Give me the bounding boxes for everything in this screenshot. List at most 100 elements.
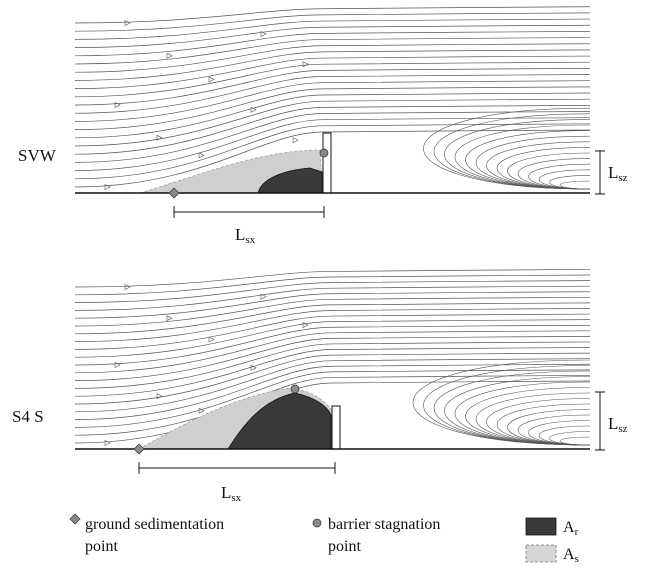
- streamline: [74, 347, 591, 397]
- flow-arrow: [166, 315, 173, 322]
- streamline: [74, 61, 591, 98]
- streamline: [74, 363, 591, 420]
- sediment-area-swatch: [525, 544, 557, 563]
- flow-arrow: [166, 52, 173, 59]
- flow-arrow: [250, 364, 257, 371]
- flow-arrow: [104, 184, 111, 190]
- streamline: [74, 324, 591, 366]
- legend-as-sub: s: [575, 553, 579, 565]
- streamline: [74, 18, 591, 40]
- recirculation-area-swatch: [525, 517, 557, 536]
- legend-barrier-line2: point: [328, 538, 361, 555]
- streamline: [74, 358, 591, 413]
- streamline: [74, 269, 591, 288]
- svg-text:Lsz: Lsz: [608, 414, 628, 435]
- flow-arrow: [156, 393, 163, 400]
- flow-arrow: [114, 362, 121, 368]
- lsz-label-1: L: [608, 163, 618, 182]
- flow-arrow: [208, 76, 215, 83]
- flow-arrow: [124, 20, 131, 26]
- legend-ar-sub: r: [575, 526, 579, 538]
- streamline: [74, 6, 591, 24]
- legend-ground-line1: ground sedimentation: [85, 516, 224, 533]
- ground-sedimentation-marker-icon: [69, 513, 81, 525]
- panel-label-svw: SVW: [18, 146, 57, 165]
- wake-streamline: [444, 119, 591, 190]
- streamline: [74, 291, 591, 319]
- lsx-sub-1: sx: [245, 234, 255, 246]
- lsx-dimension-1: Lsx: [173, 206, 325, 246]
- streamline: [74, 24, 591, 48]
- barrier: [331, 405, 341, 450]
- flow-arrow: [260, 293, 267, 300]
- streamline: [74, 31, 591, 57]
- wake-streamline: [433, 370, 591, 446]
- flow-arrow: [156, 134, 163, 141]
- legend-barrier-line1: barrier stagnation: [328, 516, 440, 533]
- streamline: [74, 98, 591, 147]
- wake-streamline: [496, 147, 591, 190]
- streamline: [74, 55, 591, 89]
- legend-as-label: A: [563, 546, 575, 563]
- streamline: [74, 43, 591, 73]
- streamline: [74, 308, 591, 342]
- panel-svw: [74, 6, 591, 199]
- legend-ar-label: A: [563, 519, 575, 536]
- lsx-dimension-2: Lsx: [138, 462, 336, 504]
- flow-arrow: [302, 61, 309, 68]
- legend: ground sedimentation point barrier stagn…: [69, 513, 579, 565]
- flow-arrow: [104, 440, 111, 446]
- streamline: [74, 285, 591, 311]
- flow-arrow: [208, 336, 215, 343]
- streamline: [74, 313, 591, 350]
- flow-arrow: [198, 152, 205, 159]
- streamline: [74, 296, 591, 327]
- streamline: [74, 274, 591, 296]
- svg-text:As: As: [563, 546, 579, 565]
- wake-streamline: [465, 130, 591, 190]
- svg-text:Ar: Ar: [563, 519, 579, 538]
- streamline: [74, 302, 591, 335]
- lsz-label-2: L: [608, 414, 618, 433]
- ground-sedimentation-point: [133, 443, 145, 455]
- wake-streamline: [486, 398, 591, 446]
- streamline: [74, 74, 591, 114]
- wake-streamline: [444, 376, 591, 446]
- svg-text:Lsz: Lsz: [608, 163, 628, 184]
- streamline: [74, 80, 591, 122]
- flow-arrow: [250, 106, 257, 113]
- flow-arrow: [114, 102, 121, 108]
- streamline: [74, 92, 591, 139]
- wake-streamline: [412, 359, 591, 446]
- svg-text:Lsx: Lsx: [235, 225, 256, 246]
- streamline: [74, 104, 591, 155]
- streamline: [74, 68, 591, 106]
- streamline: [74, 352, 591, 405]
- streamline: [74, 330, 591, 374]
- flow-arrow: [124, 284, 131, 290]
- panel-label-s4s: S4 S: [12, 407, 44, 426]
- ground-sedimentation-point: [168, 187, 180, 199]
- streamline: [74, 111, 591, 163]
- lsz-sub-2: sz: [618, 423, 627, 435]
- flow-arrow: [198, 407, 205, 414]
- streamline: [74, 280, 591, 303]
- wake-streamline: [465, 387, 591, 446]
- wake-streamline: [486, 141, 591, 190]
- lsz-sub-1: sz: [618, 172, 627, 184]
- streamline: [74, 37, 591, 65]
- streamline: [74, 86, 591, 130]
- streamline: [74, 129, 591, 188]
- wake-streamline: [433, 113, 591, 190]
- lsx-label-1: L: [235, 225, 245, 244]
- barrier-stagnation-marker-icon: [312, 518, 322, 528]
- lsz-dimension-1: Lsz: [595, 150, 628, 195]
- streamline: [74, 49, 591, 81]
- legend-ground-line2: point: [85, 538, 118, 555]
- barrier: [322, 132, 332, 194]
- streamline: [74, 123, 591, 180]
- panel-s4s: [74, 269, 591, 455]
- lsx-label-2: L: [221, 483, 231, 502]
- flow-arrow: [292, 137, 299, 144]
